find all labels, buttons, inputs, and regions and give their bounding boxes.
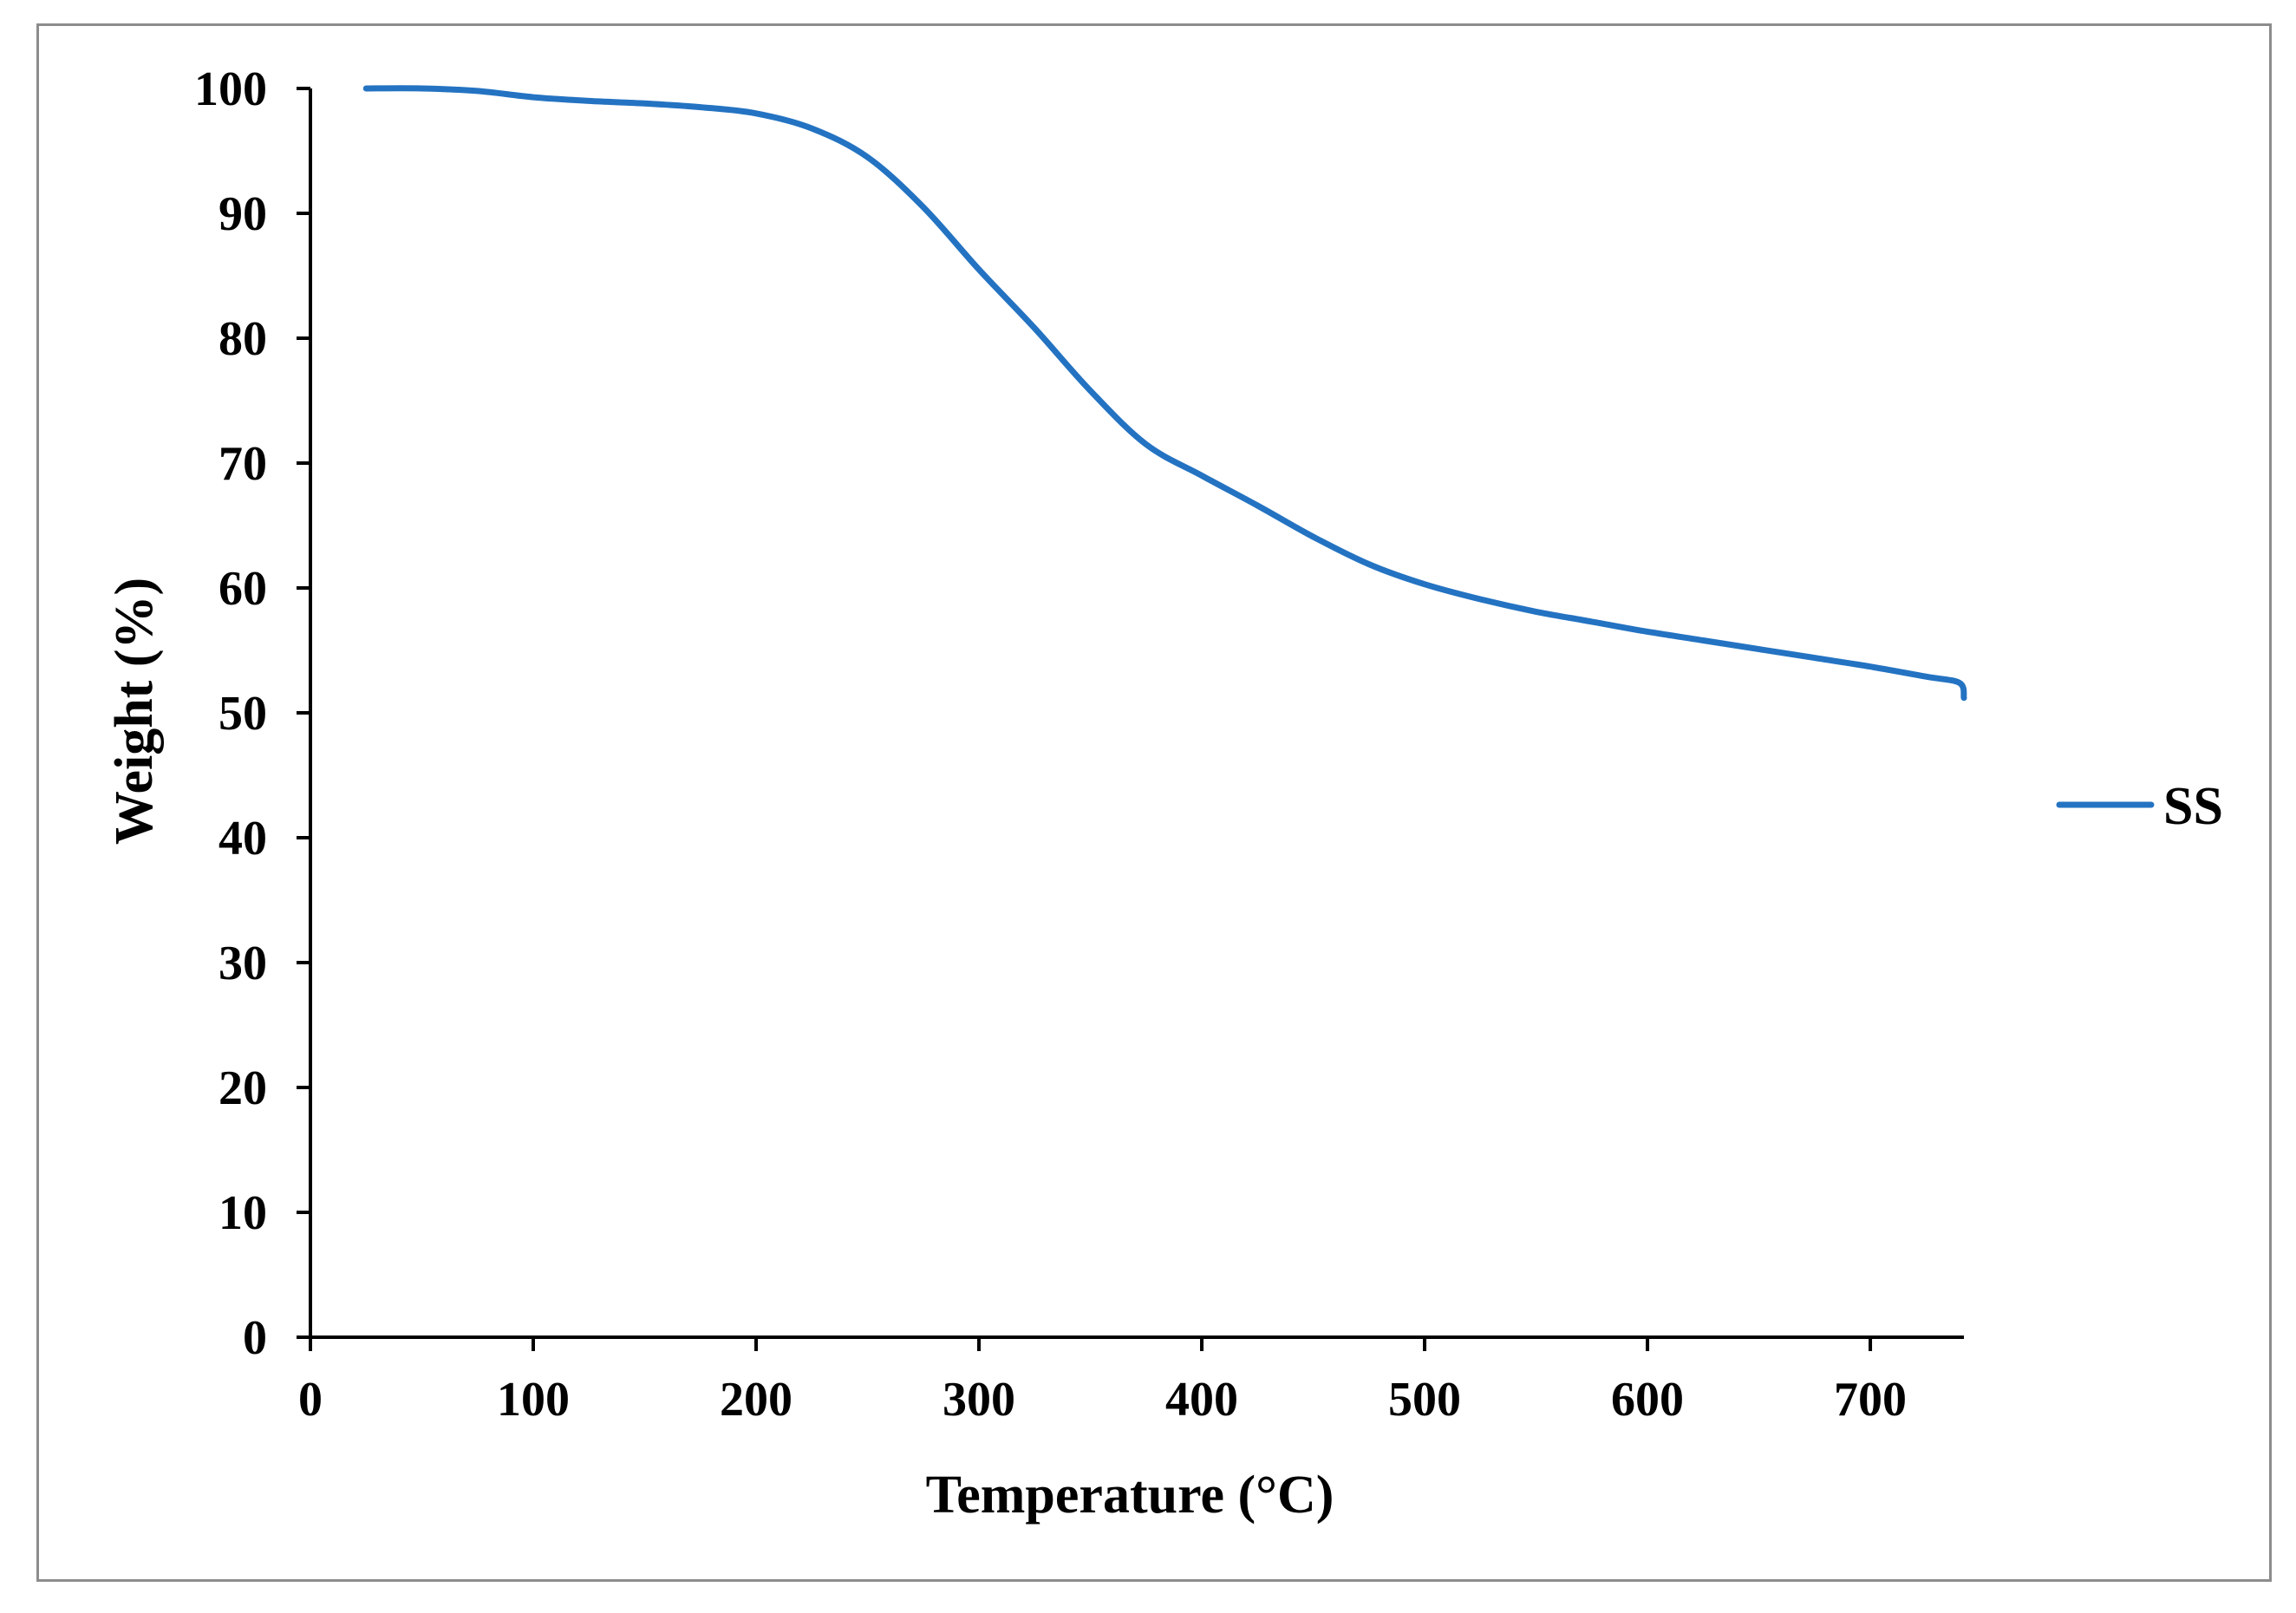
y-tick-label-60: 60 xyxy=(219,562,267,616)
x-tick-labels: 0 100 200 300 400 500 600 700 xyxy=(298,1373,1907,1427)
x-tick-label-400: 400 xyxy=(1165,1373,1238,1427)
legend-label-ss: SS xyxy=(2163,777,2223,836)
chart-svg: 0 10 20 30 40 50 60 70 80 90 100 0 100 200 300 400 500 6… xyxy=(105,62,2223,1525)
axes xyxy=(309,88,1964,1339)
x-tick-label-500: 500 xyxy=(1388,1373,1461,1427)
y-tick-label-100: 100 xyxy=(194,62,267,116)
x-tick-label-0: 0 xyxy=(298,1373,323,1427)
y-tick-labels: 0 10 20 30 40 50 60 70 80 90 100 xyxy=(194,62,267,1365)
x-tick-label-300: 300 xyxy=(943,1373,1015,1427)
y-tick-label-90: 90 xyxy=(219,187,267,241)
x-tick-label-100: 100 xyxy=(497,1373,570,1427)
x-tick-label-600: 600 xyxy=(1611,1373,1684,1427)
y-tick-label-40: 40 xyxy=(219,812,267,865)
y-tick-label-20: 20 xyxy=(219,1061,267,1115)
x-tick-label-200: 200 xyxy=(720,1373,793,1427)
y-tick-label-70: 70 xyxy=(219,437,267,491)
y-tick-label-10: 10 xyxy=(219,1186,267,1240)
y-tick-label-50: 50 xyxy=(219,687,267,741)
y-axis-title: Weight (%) xyxy=(105,578,164,845)
x-tick-label-700: 700 xyxy=(1834,1373,1907,1427)
x-axis-title: Temperature (°C) xyxy=(926,1466,1334,1525)
series-line-ss xyxy=(362,85,1967,702)
legend: SS xyxy=(2056,777,2223,836)
y-tick-label-80: 80 xyxy=(219,312,267,366)
y-tick-label-30: 30 xyxy=(219,937,267,990)
y-tick-label-0: 0 xyxy=(243,1311,267,1365)
chart-frame: 0 10 20 30 40 50 60 70 80 90 100 0 100 200 300 400 500 6… xyxy=(36,23,2272,1582)
tick-marks xyxy=(297,87,1873,1351)
